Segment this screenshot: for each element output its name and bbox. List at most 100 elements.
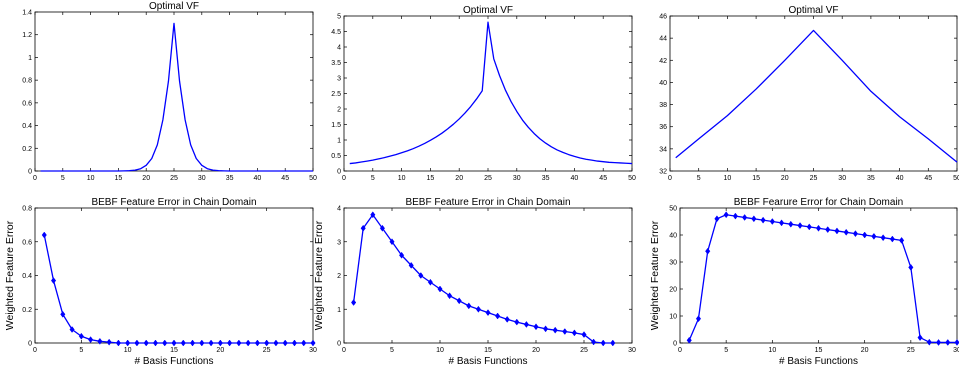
chart-2: 0 5 10 15 20 25 30 35 40 45 50 0 0.5 1 1.5 2 2.5 3 3.5 4 4.5… [331,5,636,182]
data-point-marker [769,218,775,225]
y-tick-label: 10 [669,314,677,321]
data-point-marker [504,315,510,323]
x-tick-label: 25 [810,175,818,182]
data-point-marker [301,339,307,347]
x-tick-label: 0 [342,175,346,182]
data-point-marker [208,339,214,347]
plot-frame [34,207,314,344]
data-point-marker [273,339,279,347]
x-tick-label: 10 [398,175,406,182]
y-tick-label: 36 [659,124,667,131]
x-tick-label: 5 [61,175,65,182]
x-tick-label: 5 [724,347,728,354]
y-axis-label: Weighted Feature Error [313,220,325,330]
y-tick-label: 0 [28,169,32,176]
y-tick-label: 4.5 [331,29,341,36]
data-point-marker [447,292,453,300]
chart-title: Optimal VF [463,5,513,16]
x-tick-label: 25 [484,175,492,182]
x-tick-label: 20 [216,347,224,354]
y-tick-label: 0 [337,169,341,176]
x-tick-label: 35 [226,175,234,182]
data-point-marker [475,305,481,313]
data-point-marker [351,299,357,306]
chart-4: 0 5 10 15 20 25 30 0 0.2 0.4 0.6 0.8 BEBF Feature Er… [4,197,317,367]
data-point-marker [695,315,702,323]
chart-3: 0 5 10 15 20 25 30 35 40 45 50 32 34 36 38 40 42 44 46 Opti… [659,5,959,182]
data-point-marker [514,318,520,326]
data-point-marker [162,339,168,347]
data-point-marker [143,339,149,347]
x-tick-label: 15 [484,347,492,354]
x-tick-label: 40 [254,175,262,182]
x-axis-label: # Basis Functions [449,356,528,367]
data-point-marker [495,312,501,320]
y-tick-label: 2.5 [331,91,341,98]
y-tick-label: 0 [337,341,341,348]
data-point-marker [245,339,251,347]
data-point-marker [815,224,822,232]
data-point-marker [742,214,748,221]
data-point-marker [389,238,395,246]
data-point-marker [115,339,121,347]
data-point-marker [106,338,112,346]
x-tick-label: 0 [33,175,37,182]
x-tick-label: 10 [124,347,132,354]
chart-title: Optimal VF [149,1,199,12]
data-point-marker [908,263,914,271]
data-point-marker [889,235,895,243]
y-tick-label: 46 [659,14,667,21]
data-point-marker [437,285,443,293]
data-point-marker [705,247,711,255]
data-point-marker [180,339,186,347]
y-tick-label: 0 [673,341,677,348]
data-point-marker [217,339,223,347]
y-tick-label: 0.2 [22,146,32,153]
data-point-marker [862,231,868,239]
data-point-marker [552,326,558,334]
y-tick-label: 3 [337,239,341,246]
data-point-marker [935,339,942,346]
x-tick-label: 50 [953,175,959,182]
data-point-marker [60,310,66,318]
data-point-marker [456,297,462,305]
y-tick-label: 42 [659,58,667,65]
data-point-marker [466,302,472,310]
data-point-marker [399,251,405,259]
y-tick-label: 20 [669,287,677,294]
y-tick-label: 0 [28,341,32,348]
x-tick-label: 20 [532,347,540,354]
data-point-marker [610,339,616,347]
data-point-marker [843,228,849,236]
y-tick-label: 2 [337,273,341,280]
y-tick-label: 4 [337,206,341,213]
data-point-marker [254,339,260,347]
y-tick-label: 1 [337,307,341,314]
x-tick-label: 25 [263,347,271,354]
chart-title: Optimal VF [788,5,838,16]
data-point-marker [926,338,932,346]
series-line-1 [349,21,633,165]
x-tick-label: 35 [542,175,550,182]
data-point-marker [751,215,757,223]
data-point-marker [581,331,587,338]
y-tick-label: 0.4 [22,273,32,280]
x-tick-label: 10 [436,347,444,354]
data-point-marker [370,211,376,219]
y-tick-label: 32 [659,169,667,176]
plot-frame [34,11,314,172]
x-tick-label: 10 [87,175,95,182]
data-point-marker [41,231,47,239]
x-tick-label: 35 [867,175,875,182]
x-tick-label: 40 [571,175,579,182]
data-point-marker [852,230,858,238]
data-point-marker [50,277,57,284]
x-tick-label: 15 [115,175,123,182]
x-tick-label: 5 [697,175,701,182]
x-tick-label: 45 [924,175,932,182]
data-point-marker [899,236,905,244]
data-point-marker [379,224,385,232]
data-point-marker [543,325,549,333]
x-tick-label: 0 [678,347,682,354]
